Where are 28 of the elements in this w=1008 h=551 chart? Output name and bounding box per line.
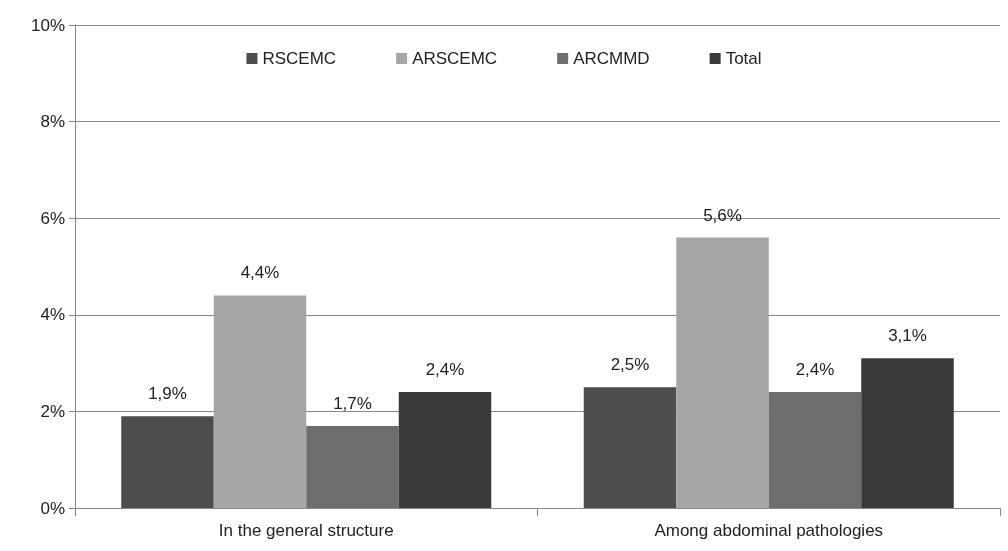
data-label: 2,4% bbox=[425, 360, 465, 380]
bar bbox=[768, 392, 862, 508]
y-tick-label: 10% bbox=[30, 15, 65, 35]
y-tick-label: 8% bbox=[40, 112, 65, 132]
data-label: 5,6% bbox=[703, 205, 742, 225]
x-tick-label: In the general structure bbox=[218, 521, 394, 540]
y-tick-label: 6% bbox=[40, 208, 65, 228]
bar bbox=[861, 358, 954, 508]
legend-label: Total bbox=[725, 49, 762, 68]
bar bbox=[398, 392, 492, 508]
legend-label: RSCEMC bbox=[262, 49, 337, 68]
y-tick-label: 0% bbox=[40, 498, 65, 518]
y-tick-label: 2% bbox=[40, 401, 65, 421]
bar bbox=[213, 295, 307, 508]
data-label: 1,9% bbox=[148, 384, 187, 404]
data-label: 3,1% bbox=[888, 326, 927, 346]
data-label: 2,4% bbox=[795, 360, 835, 380]
data-label: 2,5% bbox=[610, 355, 650, 375]
data-label: 4,4% bbox=[240, 263, 280, 283]
y-tick-label: 4% bbox=[40, 305, 65, 325]
bar bbox=[121, 416, 214, 508]
bar bbox=[583, 387, 677, 508]
data-label: 1,7% bbox=[333, 393, 372, 413]
bar bbox=[676, 237, 769, 508]
legend-label: ARSCEMC bbox=[412, 49, 498, 68]
bar bbox=[306, 425, 399, 508]
x-tick-label: Among abdominal pathologies bbox=[654, 521, 884, 540]
legend-label: ARCMMD bbox=[573, 49, 650, 68]
